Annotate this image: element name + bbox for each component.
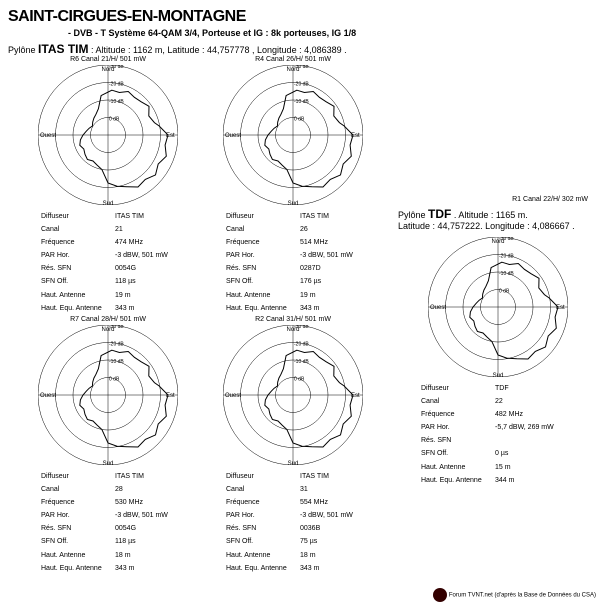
pylon2-info: Pylône TDF . Altitude : 1165 m. Latitude…	[398, 207, 598, 231]
svg-text:0 dB: 0 dB	[499, 289, 510, 295]
svg-text:Ouest: Ouest	[225, 393, 241, 399]
info-table: DiffuseurTDFCanal22Fréquence482 MHzPAR H…	[418, 381, 557, 488]
svg-text:0 dB: 0 dB	[109, 117, 120, 123]
svg-text:0 dB: 0 dB	[294, 117, 305, 123]
cell-header: R7 Canal 28/H/ 501 mW	[18, 316, 198, 323]
svg-text:Nord: Nord	[101, 67, 114, 73]
svg-text:Sud: Sud	[103, 201, 114, 205]
svg-text:Est: Est	[166, 393, 175, 399]
svg-text:Nord: Nord	[286, 327, 299, 333]
svg-text:-20 dB: -20 dB	[109, 342, 124, 348]
info-table: DiffuseurITAS TIMCanal28Fréquence530 MHz…	[38, 469, 171, 576]
svg-text:-10 dB: -10 dB	[499, 271, 514, 277]
cell-header: R6 Canal 21/H/ 501 mW	[18, 56, 198, 63]
svg-text:Est: Est	[166, 133, 175, 139]
svg-text:-20 dB: -20 dB	[294, 342, 309, 348]
svg-text:Ouest: Ouest	[40, 133, 56, 139]
svg-text:-10 dB: -10 dB	[294, 359, 309, 365]
polar-chart: 0 dB-10 dB-20 dB-30 dBNord Sud Ouest Est	[38, 325, 178, 465]
info-table: DiffuseurITAS TIMCanal21Fréquence474 MHz…	[38, 209, 171, 316]
chart-cell: R6 Canal 21/H/ 501 mW 0 dB-10 dB-20 dB-3…	[18, 56, 198, 316]
svg-text:Est: Est	[556, 305, 565, 311]
svg-text:Nord: Nord	[101, 327, 114, 333]
cell-header: R1 Canal 22/H/ 302 mW	[398, 196, 588, 203]
svg-text:-20 dB: -20 dB	[294, 82, 309, 88]
polar-chart: 0 dB-10 dB-20 dB-30 dBNord Sud Ouest Est	[223, 325, 363, 465]
svg-text:-20 dB: -20 dB	[109, 82, 124, 88]
page-subtitle: - DVB - T Système 64-QAM 3/4, Porteuse e…	[68, 28, 592, 38]
svg-text:-10 dB: -10 dB	[294, 99, 309, 105]
svg-text:Est: Est	[351, 393, 360, 399]
chart-cell: R1 Canal 22/H/ 302 mW Pylône TDF . Altit…	[398, 196, 598, 488]
svg-text:Ouest: Ouest	[225, 133, 241, 139]
cell-header: R4 Canal 26/H/ 501 mW	[203, 56, 383, 63]
polar-chart: 0 dB-10 dB-20 dB-30 dBNord Sud Ouest Est	[428, 237, 568, 377]
svg-text:Nord: Nord	[286, 67, 299, 73]
svg-text:Ouest: Ouest	[40, 393, 56, 399]
info-table: DiffuseurITAS TIMCanal26Fréquence514 MHz…	[223, 209, 356, 316]
chart-cell: R2 Canal 31/H/ 501 mW 0 dB-10 dB-20 dB-3…	[203, 316, 383, 576]
chart-cell: R4 Canal 26/H/ 501 mW 0 dB-10 dB-20 dB-3…	[203, 56, 383, 316]
svg-text:Ouest: Ouest	[430, 305, 446, 311]
svg-text:-10 dB: -10 dB	[109, 359, 124, 365]
cell-header: R2 Canal 31/H/ 501 mW	[203, 316, 383, 323]
svg-text:0 dB: 0 dB	[294, 377, 305, 383]
svg-text:0 dB: 0 dB	[109, 377, 120, 383]
chart-cell: R7 Canal 28/H/ 501 mW 0 dB-10 dB-20 dB-3…	[18, 316, 198, 576]
polar-chart: 0 dB-10 dB-20 dB-30 dBNord Sud Ouest Est	[223, 65, 363, 205]
svg-text:Sud: Sud	[288, 461, 299, 465]
svg-text:Nord: Nord	[491, 239, 504, 245]
chart-grid: R6 Canal 21/H/ 501 mW 0 dB-10 dB-20 dB-3…	[8, 56, 592, 576]
polar-chart: 0 dB-10 dB-20 dB-30 dBNord Sud Ouest Est	[38, 65, 178, 205]
pylon1-info: Pylône ITAS TIM : Altitude : 1162 m, Lat…	[8, 42, 592, 56]
page-title: SAINT-CIRGUES-EN-MONTAGNE	[8, 8, 592, 26]
svg-text:-20 dB: -20 dB	[499, 254, 514, 260]
svg-text:Est: Est	[351, 133, 360, 139]
svg-text:-10 dB: -10 dB	[109, 99, 124, 105]
info-table: DiffuseurITAS TIMCanal31Fréquence554 MHz…	[223, 469, 356, 576]
svg-text:Sud: Sud	[493, 373, 504, 377]
svg-text:Sud: Sud	[103, 461, 114, 465]
svg-text:Sud: Sud	[288, 201, 299, 205]
